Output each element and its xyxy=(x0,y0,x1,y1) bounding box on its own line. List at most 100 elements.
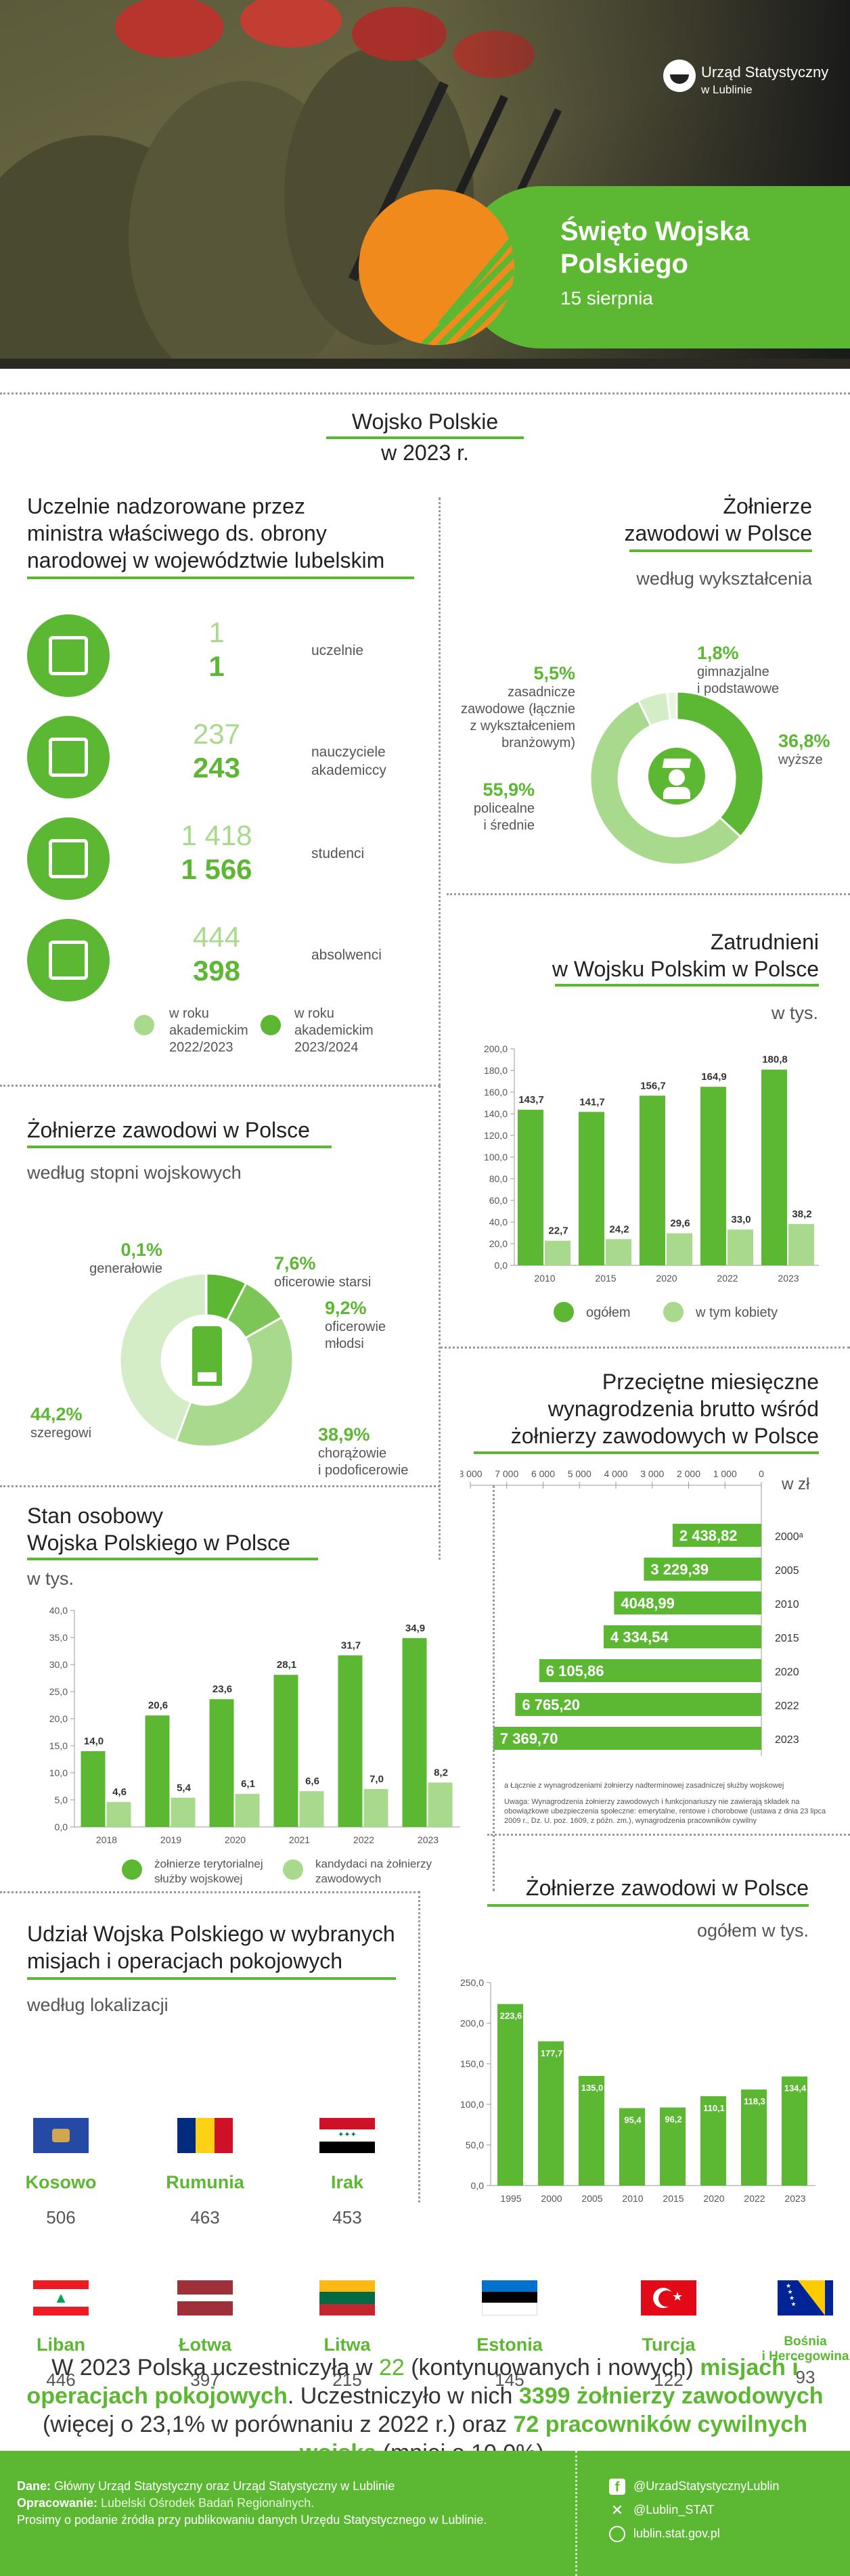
bar xyxy=(640,1095,665,1265)
y-tick-label: 2022 xyxy=(775,1700,799,1712)
y-tick-label: 200,0 xyxy=(460,2018,484,2029)
y-tick-label: 20,0 xyxy=(49,1713,68,1724)
y-tick-label: 120,0 xyxy=(484,1130,508,1141)
footer-data-label: Dane: xyxy=(17,2479,51,2493)
bar xyxy=(338,1655,363,1827)
bar xyxy=(539,1659,761,1682)
x-tick-label: 2020 xyxy=(703,2193,724,2204)
ranks-pie-chart xyxy=(118,1272,294,1448)
y-tick-label: 25,0 xyxy=(49,1686,68,1697)
footer-web-link[interactable]: lublin.stat.gov.pl xyxy=(609,2525,779,2542)
separator-vertical xyxy=(439,1086,441,1560)
bar xyxy=(235,1794,260,1827)
x-tick-label: 5 000 xyxy=(568,1468,591,1479)
y-tick-label: 200,0 xyxy=(484,1043,508,1054)
flag-lithuania-icon xyxy=(319,2280,375,2315)
bar xyxy=(145,1715,170,1827)
edu-label-basic: gimnazjalne i podstawowe xyxy=(697,664,780,696)
y-tick-label: 80,0 xyxy=(489,1173,508,1184)
stat-label: studenci xyxy=(311,846,365,861)
education-title-line1: Żołnierze xyxy=(723,494,812,518)
summary-part: (więcej o 23,1% w porównaniu z 2022 r.) … xyxy=(42,2412,514,2437)
brand-name: Urząd Statystyczny xyxy=(701,64,829,81)
data-label: 95,4 xyxy=(624,2115,642,2125)
data-label: 180,8 xyxy=(762,1054,788,1066)
country-value: 215 xyxy=(332,2370,362,2390)
edu-label-higher: wyższe xyxy=(778,752,823,767)
bar xyxy=(788,1223,814,1265)
country-value: 93 xyxy=(795,2367,815,2387)
bar xyxy=(545,1240,571,1265)
soldiers-total-underline xyxy=(487,1904,809,1907)
x-tick-label: 2010 xyxy=(622,2193,643,2204)
country-value: 506 xyxy=(46,2207,76,2228)
data-label: 6 105,86 xyxy=(546,1663,604,1679)
personnel-bar-chart: 0,0 5,0 10,0 15,0 20,0 25,0 30,0 35,0 40,0 2018 14… xyxy=(49,1605,460,1845)
y-tick-label: 160,0 xyxy=(484,1087,508,1098)
personnel-underline xyxy=(27,1558,318,1560)
country-name: Turcja xyxy=(642,2334,696,2355)
salaries-note-a: a Łącznie z wynagrodzeniami żołnierzy na… xyxy=(504,1782,784,1790)
data-label: 23,6 xyxy=(212,1684,232,1695)
stat-label: absolwenci xyxy=(311,947,382,963)
y-tick-label: 2005 xyxy=(775,1565,799,1577)
data-label: 6 765,20 xyxy=(522,1696,580,1713)
personnel-title-line2: Wojska Polskiego w Polsce xyxy=(27,1531,290,1555)
x-tick-label: 7 000 xyxy=(495,1468,518,1479)
bar xyxy=(579,2076,604,2186)
x-tick-label: 2021 xyxy=(289,1834,310,1845)
x-tick-label: 2010 xyxy=(534,1273,555,1284)
salaries-underline xyxy=(474,1451,819,1454)
data-label: 7 369,70 xyxy=(500,1730,558,1747)
bar xyxy=(782,2076,807,2186)
y-tick-label: 60,0 xyxy=(489,1195,508,1206)
x-tick-label: 2022 xyxy=(353,1834,374,1845)
bar xyxy=(497,2004,523,2186)
x-tick-label: 0 xyxy=(759,1468,764,1479)
salaries-bar-chart: 8 000 7 000 6 000 5 000 4 000 3 000 2 000 1 000… xyxy=(460,1468,810,1756)
footer-facebook-link[interactable]: f @UrzadStatystycznyLublin xyxy=(609,2478,779,2495)
x-tick-label: 2022 xyxy=(744,2193,765,2204)
y-tick-label: 150,0 xyxy=(460,2058,484,2069)
soldiers-total-title: Żołnierze zawodowi w Polsce xyxy=(526,1876,809,1900)
bar xyxy=(299,1791,324,1827)
data-label: 4,6 xyxy=(112,1786,127,1798)
employed-title-line2: w Wojsku Polskim w Polsce xyxy=(552,957,819,981)
x-tick-label: 4 000 xyxy=(604,1468,627,1479)
education-pie-chart xyxy=(589,690,765,866)
globe-icon xyxy=(609,2525,625,2542)
bar xyxy=(106,1802,131,1827)
salaries-title-line2: wynagrodzenia brutto wśród xyxy=(547,1397,819,1421)
x-tick-label: 2015 xyxy=(595,1273,616,1284)
data-label: 164,9 xyxy=(701,1071,727,1083)
separator xyxy=(0,392,850,394)
stat-label: uczelnie xyxy=(311,643,364,658)
footer-x-link[interactable]: ✕ @Lublin_STAT xyxy=(609,2502,779,2518)
separator-vertical xyxy=(439,497,441,1086)
bar xyxy=(515,1693,761,1716)
data-label: 38,2 xyxy=(792,1208,811,1220)
bar xyxy=(741,2089,767,2186)
epaulette-icon xyxy=(192,1326,222,1386)
soldiers-total-subtitle: ogółem w tys. xyxy=(696,1920,809,1941)
data-label: 6,1 xyxy=(241,1778,255,1790)
separator xyxy=(487,1834,850,1836)
y-tick-label: 250,0 xyxy=(460,1977,484,1988)
y-tick-label: 35,0 xyxy=(49,1632,68,1643)
pie-slice xyxy=(675,690,765,838)
edu-pct-vocational: 5,5% xyxy=(533,663,575,683)
bar xyxy=(619,2108,645,2186)
y-tick-label: 10,0 xyxy=(49,1767,68,1778)
y-tick-label: 50,0 xyxy=(466,2140,484,2150)
page-title-line2: Polskiego xyxy=(560,249,688,279)
stat-label: nauczyciele akademiccy xyxy=(311,744,386,778)
pie-slice xyxy=(589,699,742,866)
personnel-unit: w tys. xyxy=(27,1568,74,1589)
employed-unit: w tys. xyxy=(771,1003,819,1023)
stat-value-new: 1 566 xyxy=(181,853,252,885)
education-title-line2: zawodowi w Polsce xyxy=(624,521,812,545)
country-value: 122 xyxy=(654,2370,684,2390)
y-tick-label: 0,0 xyxy=(55,1822,68,1832)
stat-value-old: 444 xyxy=(192,921,241,953)
data-label: 143,7 xyxy=(518,1094,544,1106)
